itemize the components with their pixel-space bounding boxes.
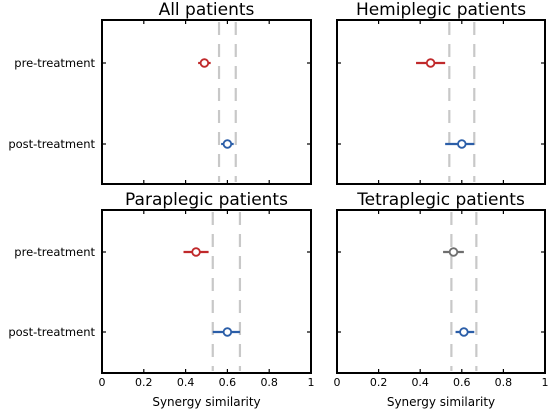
x-tick-label: 0.4 xyxy=(411,376,429,389)
data-point xyxy=(191,247,201,257)
y-tick-label: pre-treatment xyxy=(14,56,95,70)
data-point xyxy=(222,327,233,337)
y-tick-label: pre-treatment xyxy=(14,245,95,259)
panel-title: Hemiplegic patients xyxy=(356,0,526,20)
data-point xyxy=(199,58,210,68)
x-tick-label: 0.8 xyxy=(260,376,278,389)
x-axis-label: Synergy similarity xyxy=(387,395,495,409)
panel-title: Paraplegic patients xyxy=(125,190,288,210)
x-tick-label: 0.6 xyxy=(219,376,237,389)
x-tick-label: 0 xyxy=(99,376,106,389)
panel-frame xyxy=(101,19,312,185)
data-point xyxy=(457,139,467,149)
data-point xyxy=(425,58,436,68)
panel-title: All patients xyxy=(159,0,255,20)
x-tick-label: 0.2 xyxy=(370,376,388,389)
x-tick-label: 1 xyxy=(308,376,315,389)
x-tick-label: 0.4 xyxy=(177,376,195,389)
x-tick-label: 1 xyxy=(542,376,549,389)
x-tick-label: 0.2 xyxy=(135,376,153,389)
y-tick-label: post-treatment xyxy=(8,137,95,151)
panel-frame xyxy=(336,19,546,185)
x-axis-label: Synergy similarity xyxy=(152,395,260,409)
x-tick-label: 0.6 xyxy=(453,376,471,389)
data-point xyxy=(222,139,233,149)
panel-frame xyxy=(336,209,546,374)
panel-title: Tetraplegic patients xyxy=(356,190,525,210)
x-tick-label: 0.8 xyxy=(495,376,513,389)
x-tick-label: 0 xyxy=(334,376,341,389)
panel-frame xyxy=(101,209,312,374)
data-point xyxy=(459,327,469,337)
y-tick-label: post-treatment xyxy=(8,325,95,339)
data-point xyxy=(448,247,459,257)
